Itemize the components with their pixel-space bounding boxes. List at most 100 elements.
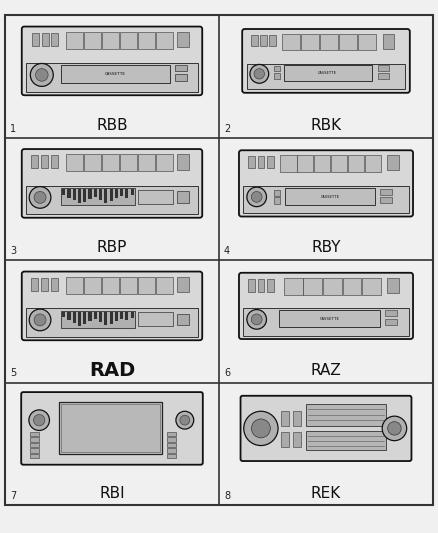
Bar bbox=[138, 312, 173, 326]
Bar bbox=[167, 454, 176, 458]
Text: 1: 1 bbox=[10, 124, 16, 133]
Text: 6: 6 bbox=[224, 368, 230, 378]
Bar bbox=[83, 190, 86, 202]
Bar bbox=[73, 190, 76, 200]
Circle shape bbox=[251, 314, 262, 325]
Bar bbox=[84, 31, 101, 49]
Bar bbox=[155, 154, 173, 172]
Bar bbox=[177, 191, 189, 203]
Text: CASSETTE: CASSETTE bbox=[319, 317, 339, 321]
Circle shape bbox=[29, 309, 51, 331]
Bar bbox=[61, 189, 135, 205]
Bar bbox=[110, 312, 113, 324]
Text: RAD: RAD bbox=[89, 361, 135, 380]
Bar bbox=[155, 277, 173, 294]
Bar bbox=[78, 312, 81, 326]
Bar bbox=[26, 186, 198, 214]
Bar bbox=[279, 310, 380, 327]
Bar bbox=[267, 279, 274, 292]
Bar bbox=[120, 312, 123, 319]
Bar bbox=[31, 278, 38, 291]
Bar bbox=[323, 278, 342, 295]
Circle shape bbox=[388, 422, 401, 435]
Bar bbox=[297, 155, 314, 172]
Bar bbox=[177, 313, 189, 325]
Bar bbox=[155, 31, 173, 49]
Bar bbox=[387, 155, 399, 171]
Text: RBB: RBB bbox=[96, 118, 128, 133]
Bar bbox=[177, 154, 189, 170]
Bar bbox=[62, 312, 65, 317]
Bar bbox=[67, 312, 71, 320]
Circle shape bbox=[34, 314, 46, 326]
Bar bbox=[293, 432, 301, 447]
Bar bbox=[102, 277, 119, 294]
Bar bbox=[247, 64, 405, 90]
Bar bbox=[138, 277, 155, 294]
Bar bbox=[167, 448, 176, 453]
Bar bbox=[99, 190, 102, 200]
Bar bbox=[115, 190, 118, 198]
Bar bbox=[286, 188, 375, 205]
FancyBboxPatch shape bbox=[242, 29, 410, 93]
Text: 5: 5 bbox=[10, 368, 16, 378]
Text: RBY: RBY bbox=[311, 240, 341, 255]
Bar bbox=[30, 443, 39, 447]
Circle shape bbox=[29, 187, 51, 208]
Bar bbox=[67, 190, 71, 198]
Bar bbox=[248, 279, 255, 292]
Bar bbox=[281, 432, 289, 447]
Bar bbox=[26, 309, 198, 337]
FancyBboxPatch shape bbox=[239, 150, 413, 216]
Bar bbox=[274, 198, 280, 204]
Bar bbox=[88, 312, 92, 321]
Bar bbox=[125, 190, 128, 198]
Bar bbox=[84, 154, 101, 172]
Bar bbox=[120, 277, 137, 294]
Text: 3: 3 bbox=[10, 246, 16, 256]
Text: 8: 8 bbox=[224, 491, 230, 501]
Bar bbox=[175, 74, 187, 80]
Bar bbox=[380, 197, 392, 203]
Bar bbox=[102, 154, 119, 172]
Circle shape bbox=[35, 69, 48, 81]
Bar bbox=[94, 190, 97, 197]
Bar bbox=[378, 72, 389, 78]
Bar bbox=[244, 186, 409, 213]
Bar bbox=[378, 65, 389, 71]
Bar bbox=[306, 404, 386, 426]
Bar bbox=[348, 155, 364, 172]
Bar bbox=[284, 65, 371, 82]
Bar bbox=[94, 312, 97, 319]
Bar bbox=[357, 34, 376, 50]
Bar bbox=[385, 310, 397, 316]
FancyBboxPatch shape bbox=[22, 149, 202, 218]
Bar bbox=[284, 278, 303, 295]
Bar bbox=[387, 278, 399, 293]
Bar bbox=[339, 34, 357, 50]
FancyBboxPatch shape bbox=[240, 396, 411, 461]
Text: CASSETTE: CASSETTE bbox=[105, 72, 126, 76]
Text: RBK: RBK bbox=[311, 118, 342, 133]
Text: CASSETTE: CASSETTE bbox=[318, 71, 337, 75]
Bar bbox=[88, 190, 92, 199]
Bar bbox=[131, 190, 134, 195]
Bar bbox=[383, 34, 394, 49]
Bar bbox=[102, 31, 119, 49]
Circle shape bbox=[254, 69, 265, 79]
FancyBboxPatch shape bbox=[21, 392, 203, 465]
Bar bbox=[244, 309, 409, 336]
Text: 2: 2 bbox=[224, 124, 230, 133]
Bar bbox=[115, 312, 118, 321]
FancyBboxPatch shape bbox=[22, 27, 202, 95]
Bar bbox=[248, 156, 255, 168]
Bar bbox=[67, 154, 83, 172]
Bar bbox=[61, 66, 170, 83]
Text: RBI: RBI bbox=[99, 486, 125, 500]
Bar bbox=[30, 448, 39, 453]
Bar bbox=[104, 190, 107, 203]
Circle shape bbox=[34, 415, 45, 426]
Bar bbox=[41, 278, 48, 291]
Bar bbox=[30, 437, 39, 442]
Bar bbox=[274, 66, 280, 71]
